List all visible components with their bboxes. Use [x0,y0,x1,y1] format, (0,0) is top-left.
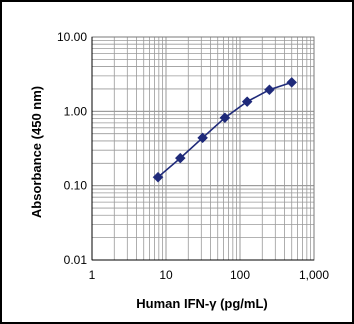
x-tick-label: 1,000 [299,268,329,282]
data-point [174,152,186,164]
series-layer [152,77,298,183]
data-point [264,84,275,96]
x-tick-label: 1 [89,268,96,282]
x-tick-label: 100 [230,268,250,282]
data-point [152,171,164,183]
plot-area-border [91,36,315,261]
y-axis-label: Absorbance (450 nm) [29,86,44,218]
tick-labels: 1 10 100 1,000 0.01 0.10 1.00 10.00 [57,30,329,282]
x-tick-label: 10 [159,268,173,282]
grid-lines [91,36,315,261]
data-point [286,77,298,88]
y-tick-label: 0.01 [64,253,88,267]
data-point [219,112,231,124]
y-tick-label: 0.10 [64,179,88,193]
y-tick-label: 1.00 [64,104,88,118]
data-point [197,132,208,144]
x-axis-label: Human IFN-γ (pg/mL) [136,296,267,311]
y-tick-label: 10.00 [57,30,87,44]
data-point [241,96,253,107]
